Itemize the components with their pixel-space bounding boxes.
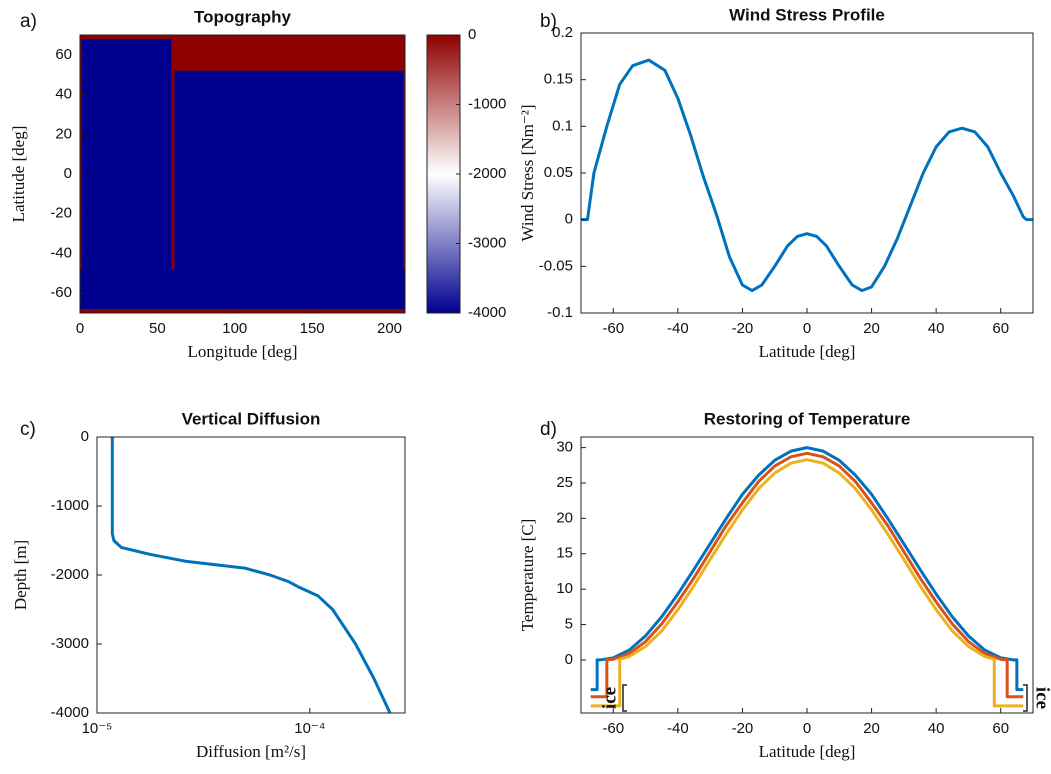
y-tick-label: 60 xyxy=(55,46,72,63)
y-tick-label: -3000 xyxy=(51,635,89,652)
chart-title: Topography xyxy=(194,7,291,26)
axes-box xyxy=(96,436,406,714)
x-tick-label: 150 xyxy=(300,320,325,337)
y-tick-label: 0 xyxy=(81,428,89,445)
y-tick-label: 20 xyxy=(556,509,573,526)
panel-label: d) xyxy=(540,419,557,440)
panel-label: c) xyxy=(20,419,36,440)
x-tick-label: -20 xyxy=(732,720,754,737)
chart-title: Wind Stress Profile xyxy=(729,5,885,24)
y-tick-label: 25 xyxy=(556,474,573,491)
x-axis-label: Diffusion [m²/s] xyxy=(196,742,306,761)
y-tick-label: 0 xyxy=(64,165,72,182)
x-tick-label: 100 xyxy=(222,320,247,337)
x-tick-label: 60 xyxy=(992,320,1009,337)
y-axis-label: Wind Stress [Nm⁻²] xyxy=(518,104,537,241)
y-tick-label: -40 xyxy=(50,244,72,261)
x-tick-label: 0 xyxy=(76,320,84,337)
x-tick-label: 40 xyxy=(928,320,945,337)
y-tick-label: -60 xyxy=(50,284,72,301)
y-tick-label: 0 xyxy=(565,651,573,668)
y-tick-label: 5 xyxy=(565,616,573,633)
y-tick-label: 0.1 xyxy=(552,117,573,134)
y-tick-label: 0.05 xyxy=(544,164,573,181)
line-series xyxy=(590,458,1024,708)
ice-bracket xyxy=(622,684,627,712)
heatmap-cell xyxy=(80,269,405,310)
y-tick-label: 20 xyxy=(55,125,72,142)
x-tick-label: 0 xyxy=(803,320,811,337)
colorbar-tick-label: -2000 xyxy=(468,165,506,182)
x-tick-label: 10⁻⁵ xyxy=(82,720,113,737)
y-tick-label: -0.1 xyxy=(547,304,573,321)
ice-bracket xyxy=(1023,684,1028,712)
line-series xyxy=(590,446,1024,692)
ice-label: ice xyxy=(1032,687,1051,709)
chart-title: Vertical Diffusion xyxy=(182,409,321,428)
y-tick-label: -4000 xyxy=(51,704,89,721)
x-tick-label: -20 xyxy=(732,320,754,337)
y-tick-label: 10 xyxy=(556,580,573,597)
x-tick-label: 200 xyxy=(377,320,402,337)
x-axis-label: Latitude [deg] xyxy=(759,342,856,361)
panel-label: a) xyxy=(20,11,37,32)
y-tick-label: 0 xyxy=(565,211,573,228)
y-axis-label: Temperature [C] xyxy=(518,519,537,632)
heatmap-cell xyxy=(174,70,404,310)
y-axis-label: Depth [m] xyxy=(11,540,30,610)
colorbar-tick-label: 0 xyxy=(468,26,476,43)
x-tick-label: -40 xyxy=(667,720,689,737)
colorbar-tick-label: -4000 xyxy=(468,304,506,321)
y-tick-label: 30 xyxy=(556,439,573,456)
x-axis-label: Longitude [deg] xyxy=(188,342,298,361)
y-tick-label: 0.15 xyxy=(544,71,573,88)
x-tick-label: -40 xyxy=(667,320,689,337)
y-tick-label: -1000 xyxy=(51,497,89,514)
colorbar-tick-label: -3000 xyxy=(468,234,506,251)
colorbar-tick-label: -1000 xyxy=(468,95,506,112)
x-tick-label: 40 xyxy=(928,720,945,737)
x-axis-label: Latitude [deg] xyxy=(759,742,856,761)
line-series xyxy=(110,437,392,714)
colorbar xyxy=(426,34,461,314)
chart-title: Restoring of Temperature xyxy=(704,409,911,428)
x-tick-label: 20 xyxy=(863,320,880,337)
y-axis-label: Latitude [deg] xyxy=(9,126,28,223)
y-tick-label: -0.05 xyxy=(539,257,573,274)
panel-label: b) xyxy=(540,11,557,32)
x-tick-label: -60 xyxy=(602,320,624,337)
y-tick-label: 0.2 xyxy=(552,24,573,41)
x-tick-label: 10⁻⁴ xyxy=(294,720,325,737)
y-tick-label: 40 xyxy=(55,86,72,103)
x-tick-label: -60 xyxy=(602,720,624,737)
x-tick-label: 50 xyxy=(149,320,166,337)
x-tick-label: 60 xyxy=(992,720,1009,737)
axes-box xyxy=(580,436,1034,714)
line-series xyxy=(581,58,1033,293)
y-tick-label: 15 xyxy=(556,545,573,562)
x-tick-label: 0 xyxy=(803,720,811,737)
y-tick-label: -2000 xyxy=(51,566,89,583)
ice-label: ice xyxy=(599,687,620,709)
y-tick-label: -20 xyxy=(50,205,72,222)
axes-box xyxy=(580,32,1034,314)
heatmap-cell xyxy=(81,38,172,310)
x-tick-label: 20 xyxy=(863,720,880,737)
line-series xyxy=(590,451,1024,699)
